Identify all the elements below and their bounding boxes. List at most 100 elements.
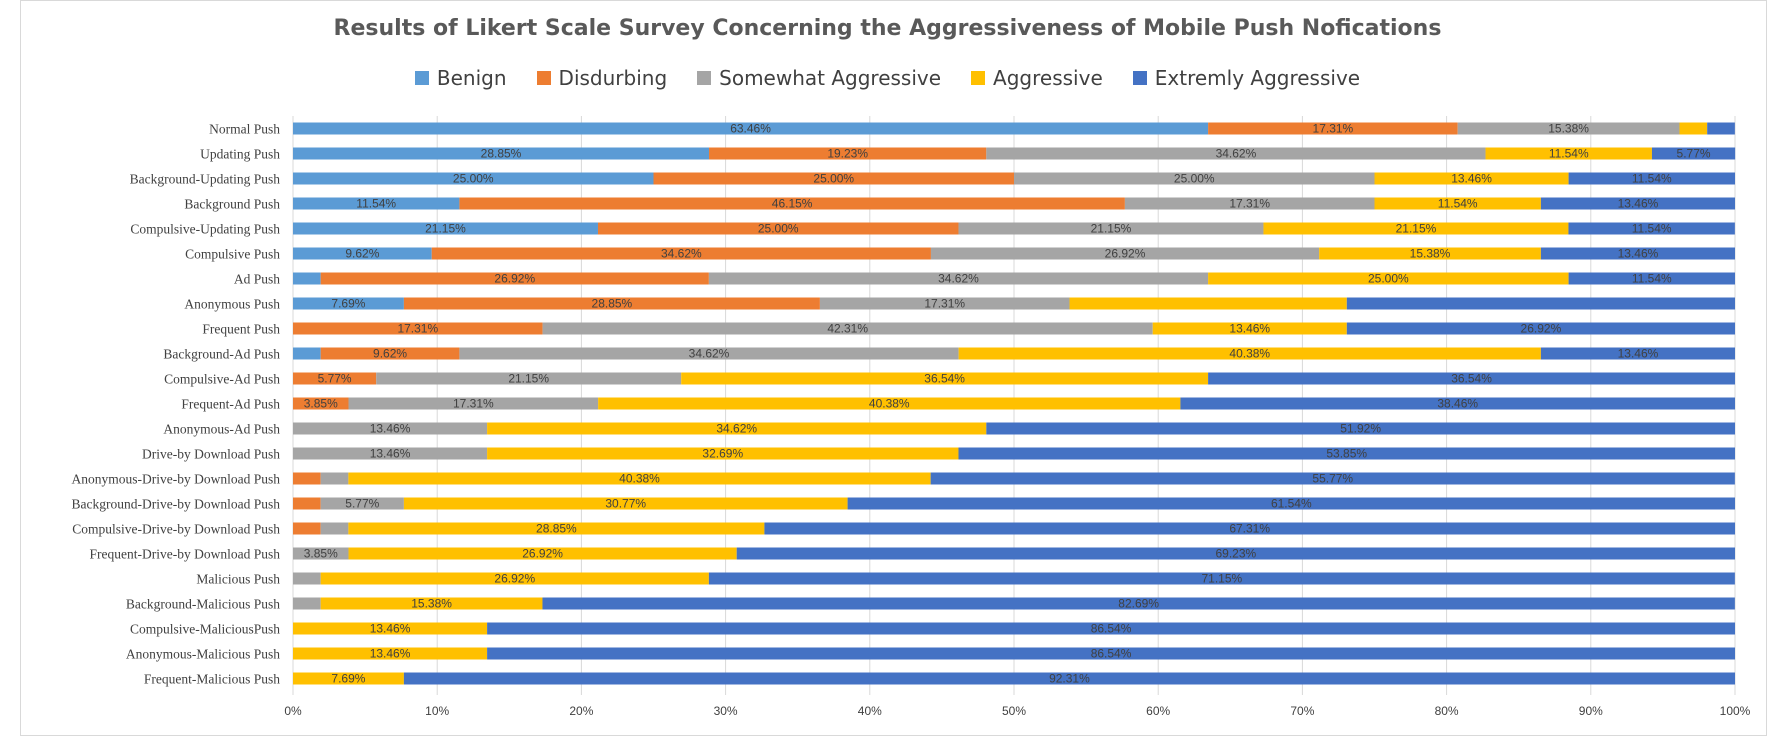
bar-segment — [293, 447, 488, 460]
bar-segment — [1568, 172, 1735, 185]
data-label: 21.15% — [1396, 222, 1437, 236]
data-label: 51.92% — [1340, 422, 1381, 436]
bar-segment — [1263, 222, 1569, 235]
bar-segment — [736, 547, 1735, 560]
x-tick-label: 50% — [1002, 704, 1026, 718]
bar-segment — [958, 347, 1541, 360]
legend-label: Aggressive — [993, 66, 1103, 90]
bar-segment — [1679, 122, 1708, 135]
bar-segment — [958, 222, 1264, 235]
data-label: 38.46% — [1437, 397, 1478, 411]
data-label: 34.62% — [938, 272, 979, 286]
data-label: 3.85% — [304, 547, 338, 561]
bar-segment — [1568, 222, 1735, 235]
bar-segment — [1707, 122, 1735, 135]
bar-segment — [986, 422, 1735, 435]
data-label: 34.62% — [661, 247, 702, 261]
data-label: 13.46% — [370, 422, 411, 436]
bar-segment — [293, 272, 321, 285]
bar-segment — [1208, 122, 1458, 135]
data-label: 9.62% — [373, 347, 407, 361]
bar-segment — [709, 147, 987, 160]
data-label: 13.46% — [1451, 172, 1492, 186]
bar-segment — [708, 272, 1209, 285]
legend-label: Benign — [436, 66, 507, 90]
category-label: Background-Malicious Push — [126, 597, 280, 612]
data-label: 7.69% — [331, 672, 365, 686]
bar-segment — [293, 122, 1209, 135]
legend-item: Somewhat Aggressive — [697, 66, 941, 90]
bar-segment — [1152, 322, 1347, 335]
data-label: 11.54% — [1632, 272, 1672, 286]
bar-segment — [598, 397, 1181, 410]
data-label: 34.62% — [689, 347, 730, 361]
legend-swatch — [536, 71, 551, 85]
data-label: 11.54% — [1549, 147, 1589, 161]
data-label: 13.46% — [1618, 347, 1659, 361]
bar-segment — [1346, 297, 1735, 310]
bar-segment — [348, 522, 765, 535]
data-label: 25.00% — [758, 222, 799, 236]
data-label: 9.62% — [345, 247, 379, 261]
data-label: 15.38% — [411, 597, 452, 611]
bar-segment — [320, 522, 349, 535]
data-label: 17.31% — [1229, 197, 1270, 211]
category-label: Compulsive-Ad Push — [164, 372, 280, 387]
data-label: 7.69% — [331, 297, 365, 311]
legend-item: Extremly Aggressive — [1132, 66, 1360, 90]
bar-segment — [930, 472, 1735, 485]
category-label: Frequent-Malicious Push — [144, 672, 280, 687]
data-label: 30.77% — [605, 497, 646, 511]
data-label: 67.31% — [1229, 522, 1270, 536]
data-label: 69.23% — [1216, 547, 1257, 561]
bar-segment — [1346, 322, 1735, 335]
data-label: 71.15% — [1202, 572, 1243, 586]
bar-segment — [459, 197, 1125, 210]
x-tick-label: 0% — [284, 704, 302, 718]
bar-segment — [819, 297, 1070, 310]
bar-segment — [681, 372, 1209, 385]
data-label: 13.46% — [1229, 322, 1270, 336]
bar-segment — [1457, 122, 1680, 135]
data-label: 26.92% — [1105, 247, 1146, 261]
category-label: Compulsive Push — [185, 247, 280, 262]
data-label: 34.62% — [1216, 147, 1257, 161]
legend-label: Disdurbing — [558, 66, 668, 90]
bar-segment — [1568, 272, 1735, 285]
bar-segment — [1180, 397, 1735, 410]
data-label: 11.54% — [1632, 172, 1672, 186]
chart-title: Results of Likert Scale Survey Concernin… — [333, 16, 1442, 41]
bar-segment — [320, 472, 349, 485]
data-label: 82.69% — [1118, 597, 1159, 611]
bar-segment — [597, 222, 959, 235]
data-label: 25.00% — [453, 172, 494, 186]
data-label: 13.46% — [370, 447, 411, 461]
x-tick-label: 90% — [1579, 704, 1603, 718]
bar-segment — [293, 197, 460, 210]
data-label: 17.31% — [397, 322, 438, 336]
data-label: 25.00% — [1174, 172, 1215, 186]
category-label: Anonymous Push — [184, 297, 280, 312]
bar-segment — [459, 347, 959, 360]
bar-segment — [293, 347, 321, 360]
bar-segment — [293, 647, 488, 660]
data-label: 26.92% — [522, 547, 563, 561]
data-label: 5.77% — [345, 497, 379, 511]
data-label: 92.31% — [1049, 672, 1090, 686]
bar-segment — [403, 497, 848, 510]
category-label: Ad Push — [234, 272, 280, 287]
data-label: 13.46% — [370, 647, 411, 661]
bar-segment — [293, 622, 488, 635]
data-label: 32.69% — [702, 447, 743, 461]
data-label: 26.92% — [494, 272, 535, 286]
category-label: Updating Push — [200, 147, 280, 162]
legend-swatch — [414, 71, 429, 85]
bar-segment — [320, 597, 543, 610]
category-label: Frequent Push — [202, 322, 280, 337]
data-label: 40.38% — [619, 472, 660, 486]
bar-segment — [487, 422, 987, 435]
bar-segment — [320, 272, 709, 285]
legend-item: Disdurbing — [536, 66, 668, 90]
category-label: Anonymous-Malicious Push — [126, 647, 280, 662]
bar-segment — [542, 322, 1153, 335]
